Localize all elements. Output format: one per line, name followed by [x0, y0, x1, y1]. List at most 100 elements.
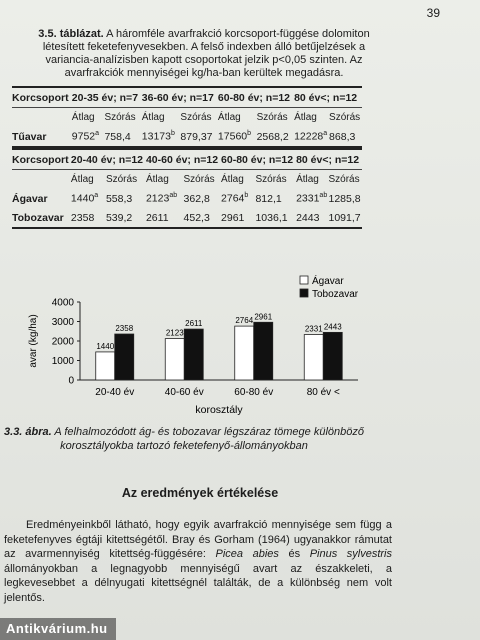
cell-value: 362,8 — [183, 192, 210, 205]
row-label-cell: Ágavar — [12, 192, 48, 205]
subheader-cell: Átlag — [141, 112, 165, 123]
cell-group-letter: a — [95, 130, 100, 138]
y-tick-label: 2000 — [52, 337, 75, 348]
cell-value: 1091,7 — [328, 211, 361, 224]
species-picea: Picea abies — [215, 548, 279, 560]
cell-value: 2764 — [221, 192, 245, 205]
table-row: Ágavar 1440a 558,3 2123ab 362,8 2764b 812,1 233… — [12, 189, 362, 208]
page-number: 39 — [426, 6, 440, 20]
cell-value: 868,3 — [329, 130, 356, 143]
table-row: Tűavar 9752a 758,4 13173b 879,37 17560b 2568,2… — [12, 127, 362, 148]
table-cell: 9752a — [71, 127, 105, 148]
subheader-cell: Átlag — [71, 112, 95, 123]
section-title: Az eredmények értékelése — [121, 486, 279, 500]
table-header-row: Korcsoport 20-40 év; n=12 40-60 év; n=12 60… — [12, 148, 362, 170]
bar-value-label: 2358 — [115, 324, 133, 333]
cell-group-letter: b — [247, 130, 252, 138]
subheader-cell: Átlag — [217, 112, 241, 123]
cell-value: 2358 — [70, 211, 95, 224]
table-cell: 362,8 — [184, 189, 222, 208]
table-tuavar: Korcsoport 20-35 év; n=7 36-60 év; n=17 60-… — [12, 86, 362, 148]
table-cell: 2358 — [70, 208, 106, 229]
x-tick-label: 60-80 év — [234, 387, 273, 398]
cell-group-letter: b — [244, 192, 249, 200]
body-paragraph: Eredményeinkből látható, hogy egyik avar… — [4, 518, 392, 605]
cell-value: 558,3 — [105, 192, 133, 205]
bar-value-label: 2443 — [324, 322, 342, 331]
figure-caption-text: A felhalmozódott ág- és tobozavar légszá… — [54, 426, 364, 452]
y-tick-label: 3000 — [52, 317, 75, 328]
bar-tobozavar — [114, 333, 135, 381]
cell-value: 2611 — [145, 211, 169, 224]
header-group-cell: 80 év<; n=12 — [294, 86, 362, 108]
table-cell: 13173b — [141, 127, 181, 148]
table-agavar-tobozavar: Korcsoport 20-40 év; n=12 40-60 év; n=12 60… — [12, 148, 362, 229]
bar-value-label: 2961 — [254, 312, 272, 321]
body-part1: Eredményeinkből látható, hogy egyik avar… — [4, 519, 392, 560]
watermark-logo: Antikvárium.hu — [0, 618, 116, 640]
cell-value: 1036,1 — [255, 211, 288, 224]
cell-value: 1440 — [70, 192, 95, 205]
subheader-cell: Szórás — [328, 174, 360, 185]
y-tick-label: 4000 — [52, 298, 75, 309]
table-row: Tobozavar 2358 539,2 2611 452,3 2961 1036,1 244… — [12, 208, 362, 229]
x-tick-label: 80 év < — [307, 387, 340, 398]
cell-value: 12228 — [294, 130, 324, 143]
bar-chart: 0 1000 2000 3000 4000 avar (kg/ha) 20-40 év 144… — [28, 274, 359, 416]
table-cell: 2123ab — [146, 189, 184, 208]
bar-ágavar — [164, 338, 185, 381]
cell-group-letter: b — [170, 130, 175, 138]
subheader-cell — [12, 108, 72, 128]
figure-caption: 3.3. ábra. A felhalmozódott ág- és toboz… — [4, 425, 364, 453]
header-group-cell: 80 év<; n=12 — [296, 148, 362, 170]
bar-ágavar — [234, 325, 255, 381]
table-cell: 2443 — [296, 208, 329, 229]
legend-swatch — [299, 288, 309, 298]
table-cell: 2961 — [221, 208, 256, 229]
table-cell: 539,2 — [105, 208, 146, 229]
subheader-cell: Szórás — [256, 112, 288, 123]
bar-ágavar — [303, 334, 324, 381]
x-tick-label: 40-60 év — [165, 387, 204, 398]
species-pinus: Pinus sylvestris — [309, 548, 392, 560]
cell-value: 812,1 — [255, 192, 282, 205]
header-group-cell: 40-60 év; n=12 — [145, 148, 222, 170]
bar-value-label: 2331 — [305, 325, 323, 334]
cell-group-letter: ab — [169, 192, 178, 200]
cell-group-letter: a — [323, 130, 328, 138]
subheader-cell: Átlag — [221, 174, 244, 185]
table-cell: 868,3 — [329, 127, 362, 148]
table-cell: 17560b — [217, 127, 257, 148]
y-axis-label: avar (kg/ha) — [28, 314, 39, 367]
legend-entry: Tobozavar — [312, 289, 359, 300]
header-group-cell: 36-60 év; n=17 — [141, 86, 218, 108]
table-caption-label: 3.5. táblázat. — [38, 28, 104, 40]
subheader-cell: Szórás — [180, 112, 212, 123]
bar-value-label: 2764 — [235, 316, 253, 325]
table-cell: 558,3 — [106, 189, 146, 208]
header-label-cell: Korcsoport — [12, 86, 72, 108]
table-cell: 12228a — [294, 127, 330, 148]
table-subheader-row: Átlag Szórás Átlag Szórás Átlag Szórás Átlag Sz… — [12, 170, 362, 190]
table-cell: 812,1 — [255, 189, 296, 208]
table-cell: 2331ab — [296, 189, 328, 208]
subheader-cell: Szórás — [183, 174, 215, 185]
subheader-cell: Szórás — [105, 174, 138, 185]
bar-tobozavar — [322, 331, 343, 381]
cell-group-letter: a — [94, 192, 99, 200]
cell-value: 2443 — [296, 211, 320, 224]
cell-value: 539,2 — [105, 211, 133, 224]
x-axis-label: korosztály — [195, 404, 243, 416]
bar-value-label: 2611 — [185, 319, 203, 328]
table-caption: 3.5. táblázat. A háromféle avarfrakció k… — [34, 28, 374, 80]
cell-value: 17560 — [217, 130, 248, 143]
body-conj: és — [278, 548, 310, 560]
row-label-cell: Tobozavar — [12, 208, 71, 229]
bar-tobozavar — [253, 321, 274, 381]
table-cell: 879,37 — [180, 127, 218, 148]
table-caption-text: A háromféle avarfrakció korcsoport-függé… — [42, 28, 370, 79]
table-cell: 1440a — [71, 189, 106, 208]
figure-caption-label: 3.3. ábra. — [4, 426, 52, 438]
cell-value: 452,3 — [183, 211, 210, 224]
